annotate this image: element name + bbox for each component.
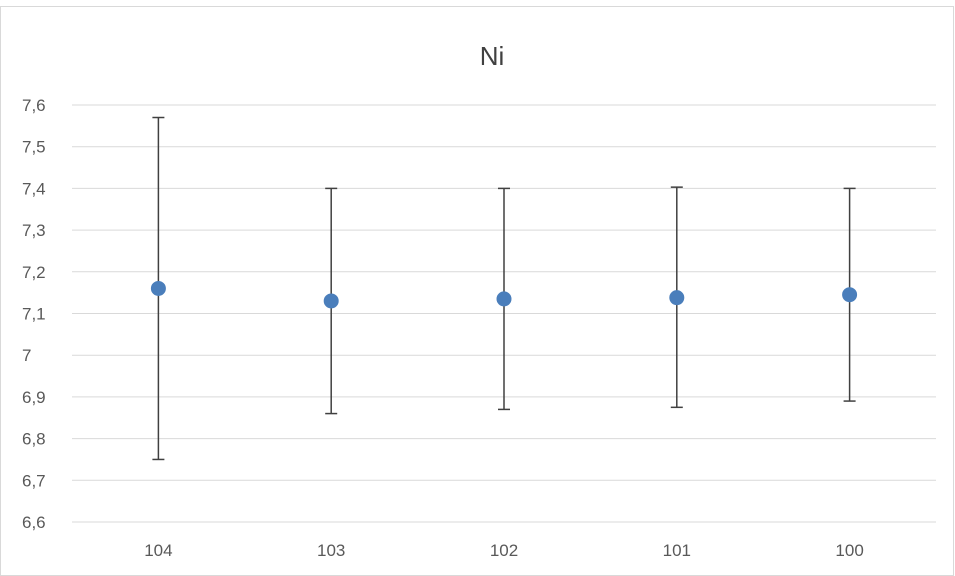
- x-tick-labels: 104 103 102 101 100: [144, 541, 864, 560]
- y-tick-label: 7,4: [22, 179, 46, 198]
- y-tick-label: 7,3: [22, 221, 46, 240]
- data-point: [496, 291, 512, 307]
- y-tick-label: 6,7: [22, 471, 46, 490]
- y-tick-label: 6,6: [22, 513, 46, 532]
- chart-title: Ni: [480, 41, 505, 71]
- y-tick-label: 7,5: [22, 138, 46, 157]
- chart-border: [0, 6, 954, 576]
- y-tick-label: 7,2: [22, 263, 46, 282]
- data-point: [323, 293, 339, 309]
- y-tick-label: 7,6: [22, 96, 46, 115]
- data-points: [150, 280, 858, 309]
- y-tick-label: 7,1: [22, 305, 46, 324]
- x-tick-label: 102: [490, 541, 518, 560]
- y-tick-labels: 6,6 6,7 6,8 6,9 7 7,1 7,2 7,3 7,4 7,5 7,6: [22, 96, 46, 532]
- x-tick-label: 100: [835, 541, 863, 560]
- x-tick-label: 101: [663, 541, 691, 560]
- y-tick-label: 6,8: [22, 430, 46, 449]
- data-point: [669, 290, 685, 306]
- y-tick-label: 7: [22, 346, 31, 365]
- y-tick-label: 6,9: [22, 388, 46, 407]
- data-point: [150, 280, 166, 296]
- data-point: [842, 287, 858, 303]
- error-bars: [152, 116, 856, 461]
- x-tick-label: 104: [144, 541, 172, 560]
- x-tick-label: 103: [317, 541, 345, 560]
